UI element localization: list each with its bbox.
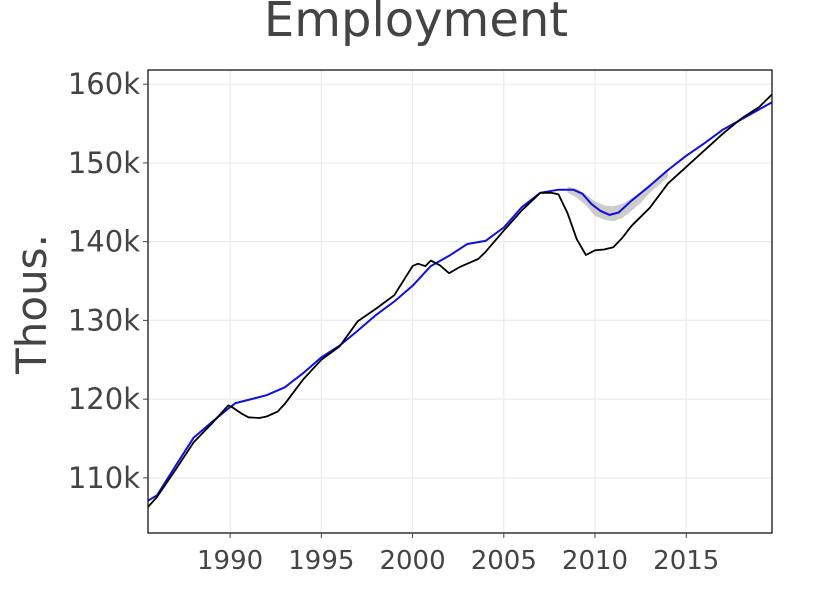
actual-series-line [147, 93, 773, 508]
confidence-band [567, 168, 668, 222]
y-tick-label: 130k [68, 303, 140, 337]
y-tick-label: 150k [68, 146, 140, 180]
x-tick-label: 2010 [562, 546, 628, 576]
y-axis-ticks: 110k 120k 130k 140k 150k 160k [68, 67, 148, 495]
plot-background [148, 70, 772, 533]
y-tick-label: 120k [68, 382, 140, 416]
x-tick-label: 2005 [471, 546, 537, 576]
plot-frame [147, 69, 773, 534]
x-tick-label: 2015 [653, 546, 719, 576]
y-tick-label: 110k [68, 461, 140, 495]
chart-title: Employment [264, 0, 568, 48]
fitted-series-line [147, 101, 773, 502]
x-axis-ticks: 1990 1995 2000 2005 2010 2015 [197, 533, 719, 576]
uncertainty-band [567, 168, 668, 222]
series-lines [147, 93, 773, 508]
x-tick-label: 1995 [288, 546, 354, 576]
y-axis-label: Thous. [7, 234, 56, 375]
grid-lines [148, 70, 772, 533]
x-tick-label: 1990 [197, 546, 263, 576]
x-tick-label: 2000 [379, 546, 445, 576]
y-tick-label: 160k [68, 67, 140, 101]
y-tick-label: 140k [68, 225, 140, 259]
